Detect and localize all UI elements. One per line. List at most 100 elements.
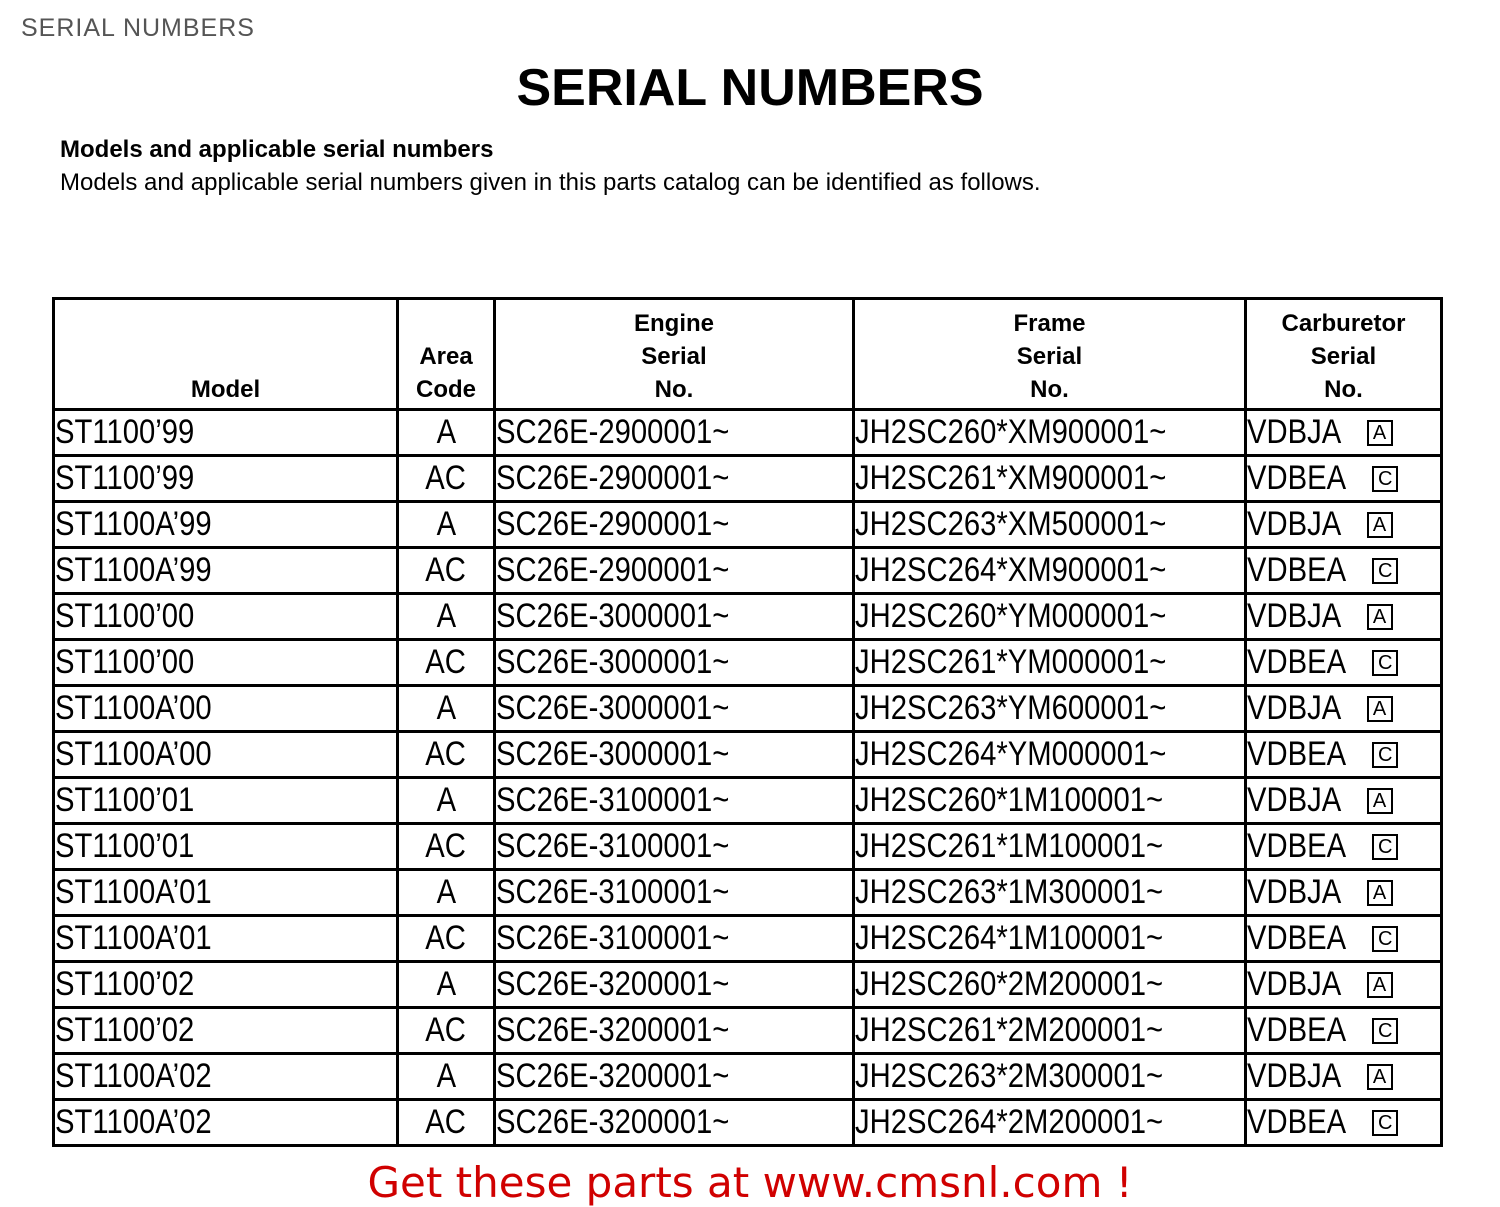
engine-serial-cell-text: SC26E-3200001~ (496, 1011, 730, 1049)
model-cell: ST1100’01 (52, 776, 399, 825)
frame-serial-cell-text: JH2SC263*YM600001~ (855, 689, 1167, 727)
carburetor-serial-cell-text: VDBEA (1247, 735, 1347, 773)
carburetor-serial-cell: VDBJA A (1244, 1052, 1443, 1101)
frame-serial-cell: JH2SC263*2M300001~ (852, 1052, 1247, 1101)
carburetor-serial-cell-text: VDBEA (1247, 643, 1347, 681)
carburetor-serial-cell: VDBEA C (1244, 638, 1443, 687)
area-code-cell: AC (396, 730, 496, 779)
table-row: ST1100A’99 A SC26E-2900001~ JH2SC263*XM5000… (52, 500, 1443, 549)
header-model: Model (52, 297, 399, 411)
model-cell: ST1100A’99 (52, 500, 399, 549)
type-code-badge: A (1366, 696, 1393, 722)
engine-serial-cell: SC26E-2900001~ (493, 454, 855, 503)
area-code-cell-text: AC (425, 827, 467, 865)
carburetor-serial-cell-text: VDBJA (1247, 689, 1342, 727)
table-row: ST1100A’00 A SC26E-3000001~ JH2SC263*YM6000… (52, 684, 1443, 733)
breadcrumb: SERIAL NUMBERS (21, 14, 255, 42)
area-code-cell: A (396, 868, 496, 917)
area-code-cell-text: A (436, 505, 456, 543)
frame-serial-cell-text: JH2SC263*XM500001~ (855, 505, 1167, 543)
area-code-cell-text: A (436, 597, 456, 635)
engine-serial-cell-text: SC26E-3100001~ (496, 919, 730, 957)
frame-serial-cell: JH2SC260*2M200001~ (852, 960, 1247, 1009)
area-code-cell: AC (396, 822, 496, 871)
area-code-cell-text: AC (425, 1103, 467, 1141)
header-line: Frame (1013, 310, 1086, 337)
area-code-cell: A (396, 776, 496, 825)
engine-serial-cell-text: SC26E-2900001~ (496, 505, 730, 543)
intro-text: Models and applicable serial numbers giv… (60, 169, 1041, 196)
carburetor-serial-cell-text: VDBJA (1247, 597, 1342, 635)
table-row: ST1100A’02 AC SC26E-3200001~ JH2SC264*2M200… (52, 1098, 1443, 1147)
footer-link[interactable]: Get these parts at www.cmsnl.com ! (367, 1158, 1133, 1207)
serial-numbers-table: Model Area Code Engine Serial No. Frame Seri… (52, 297, 1443, 1147)
area-code-cell: A (396, 684, 496, 733)
page-title: SERIAL NUMBERS (516, 59, 984, 117)
carburetor-serial-cell: VDBEA C (1244, 1006, 1443, 1055)
type-code-badge: C (1372, 650, 1399, 676)
area-code-cell: AC (396, 546, 496, 595)
table-row: ST1100A’00 AC SC26E-3000001~ JH2SC264*YM000… (52, 730, 1443, 779)
type-code-badge: A (1366, 420, 1393, 446)
frame-serial-cell-text: JH2SC260*YM000001~ (855, 597, 1167, 635)
frame-serial-cell: JH2SC260*XM900001~ (852, 408, 1247, 457)
frame-serial-cell-text: JH2SC263*2M300001~ (855, 1057, 1164, 1095)
header-line: No. (654, 376, 694, 403)
carburetor-serial-cell: VDBEA C (1244, 914, 1443, 963)
frame-serial-cell: JH2SC263*YM600001~ (852, 684, 1247, 733)
model-cell: ST1100’99 (52, 408, 399, 457)
frame-serial-cell: JH2SC263*XM500001~ (852, 500, 1247, 549)
header-carburetor-serial: Carburetor Serial No. (1244, 297, 1443, 411)
table-row: ST1100’02 A SC26E-3200001~ JH2SC260*2M20000… (52, 960, 1443, 1009)
engine-serial-cell-text: SC26E-2900001~ (496, 413, 730, 451)
carburetor-serial-cell-text: VDBEA (1247, 551, 1347, 589)
type-code-badge: C (1372, 926, 1399, 952)
carburetor-serial-cell: VDBEA C (1244, 730, 1443, 779)
area-code-cell-text: AC (425, 643, 467, 681)
table-row: ST1100A’01 A SC26E-3100001~ JH2SC263*1M3000… (52, 868, 1443, 917)
area-code-cell-text: AC (425, 1011, 467, 1049)
model-cell-text: ST1100’01 (55, 827, 195, 865)
frame-serial-cell: JH2SC264*XM900001~ (852, 546, 1247, 595)
frame-serial-cell-text: JH2SC264*1M100001~ (855, 919, 1164, 957)
carburetor-serial-cell-text: VDBEA (1247, 459, 1347, 497)
type-code-badge: A (1366, 512, 1393, 538)
model-cell-text: ST1100A’00 (55, 735, 212, 773)
header-line: Serial (1310, 343, 1377, 370)
engine-serial-cell-text: SC26E-2900001~ (496, 551, 730, 589)
table-row: ST1100A’02 A SC26E-3200001~ JH2SC263*2M3000… (52, 1052, 1443, 1101)
frame-serial-cell: JH2SC264*2M200001~ (852, 1098, 1247, 1147)
header-line: Engine (633, 310, 714, 337)
model-cell-text: ST1100A’01 (55, 873, 212, 911)
frame-serial-cell-text: JH2SC260*1M100001~ (855, 781, 1164, 819)
carburetor-serial-cell: VDBEA C (1244, 822, 1443, 871)
engine-serial-cell: SC26E-3200001~ (493, 1006, 855, 1055)
carburetor-serial-cell: VDBEA C (1244, 1098, 1443, 1147)
area-code-cell-text: A (436, 689, 456, 727)
model-cell: ST1100A’00 (52, 684, 399, 733)
area-code-cell: AC (396, 638, 496, 687)
engine-serial-cell: SC26E-3200001~ (493, 1098, 855, 1147)
frame-serial-cell-text: JH2SC260*2M200001~ (855, 965, 1164, 1003)
engine-serial-cell: SC26E-3000001~ (493, 638, 855, 687)
engine-serial-cell-text: SC26E-3000001~ (496, 689, 730, 727)
engine-serial-cell: SC26E-3200001~ (493, 1052, 855, 1101)
area-code-cell-text: AC (425, 919, 467, 957)
model-cell-text: ST1100’00 (55, 597, 195, 635)
carburetor-serial-cell-text: VDBJA (1247, 1057, 1342, 1095)
model-cell: ST1100A’01 (52, 914, 399, 963)
model-cell-text: ST1100’99 (55, 413, 195, 451)
model-cell: ST1100’00 (52, 592, 399, 641)
engine-serial-cell: SC26E-2900001~ (493, 546, 855, 595)
area-code-cell-text: A (436, 965, 456, 1003)
area-code-cell-text: A (436, 873, 456, 911)
table-row: ST1100’01 AC SC26E-3100001~ JH2SC261*1M1000… (52, 822, 1443, 871)
type-code-badge: A (1366, 972, 1393, 998)
carburetor-serial-cell: VDBEA C (1244, 546, 1443, 595)
header-area-code: Area Code (396, 297, 496, 411)
frame-serial-cell: JH2SC260*1M100001~ (852, 776, 1247, 825)
type-code-badge: C (1372, 1110, 1399, 1136)
engine-serial-cell-text: SC26E-3100001~ (496, 873, 730, 911)
engine-serial-cell: SC26E-3100001~ (493, 914, 855, 963)
carburetor-serial-cell-text: VDBEA (1247, 1011, 1347, 1049)
